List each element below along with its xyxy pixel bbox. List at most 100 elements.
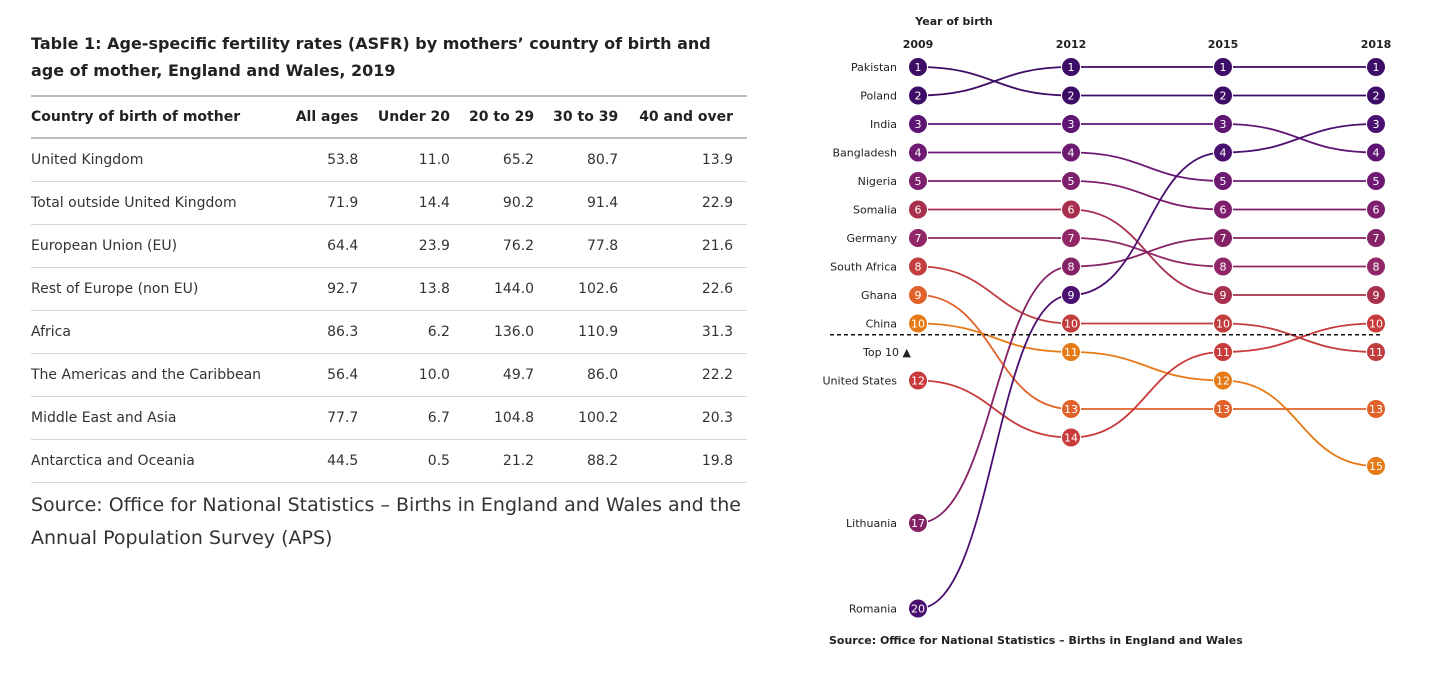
rank-marker <box>908 598 928 619</box>
rank-marker <box>1366 228 1386 248</box>
rank-marker <box>1366 57 1386 77</box>
column-header: 20 to 29 <box>469 109 535 125</box>
table-cell: 19.8 <box>701 452 733 469</box>
year-label: 2015 <box>1208 38 1239 51</box>
series-line <box>917 265 1377 353</box>
rank-marker <box>1061 199 1081 220</box>
series-line <box>917 123 1377 610</box>
rank-marker <box>1061 399 1081 419</box>
table-cell: 91.4 <box>587 194 619 211</box>
column-header: 30 to 39 <box>553 109 619 125</box>
rank-marker <box>1213 342 1233 362</box>
table-row: Rest of Europe (non EU) 92.7 13.8 144.0 102.… <box>31 267 747 310</box>
rank-marker <box>1366 114 1386 134</box>
table-cell: 23.9 <box>418 237 450 254</box>
table-cell: 86.3 <box>327 323 359 340</box>
table-cell: 22.2 <box>701 366 733 383</box>
rank-label: 5 <box>1220 175 1227 188</box>
rank-marker <box>1061 256 1081 277</box>
table-cell: 21.2 <box>502 452 535 469</box>
country-label: Romania <box>849 603 897 616</box>
table-cell: 65.2 <box>502 151 535 168</box>
rank-label: 1 <box>1220 61 1227 74</box>
rank-label: 8 <box>1373 261 1380 274</box>
series-line <box>917 294 1376 410</box>
table-row: The Americas and the Caribbean 56.4 10.0 49… <box>31 353 747 396</box>
rank-marker <box>908 370 928 391</box>
rank-marker <box>1366 199 1386 220</box>
rank-label: 15 <box>1369 460 1383 473</box>
rank-label: 9 <box>1220 289 1227 302</box>
country-label: Bangladesh <box>833 147 898 160</box>
row-label: The Americas and the Caribbean <box>31 366 262 383</box>
rank-marker <box>1061 171 1081 191</box>
table-cell: 86.0 <box>587 366 619 383</box>
table-cell: 6.2 <box>427 323 450 340</box>
rank-marker <box>1366 456 1386 476</box>
rank-marker <box>1366 285 1386 305</box>
rank-marker <box>1366 171 1386 191</box>
rank-marker <box>908 171 928 191</box>
series-line <box>917 237 1376 524</box>
rank-marker <box>908 313 928 334</box>
rank-label: 3 <box>1068 118 1075 131</box>
rank-label: 4 <box>1068 147 1075 160</box>
rank-marker <box>1213 256 1233 277</box>
table-cell: 102.6 <box>578 280 619 297</box>
series-line <box>917 66 1376 97</box>
top-10-label: Top 10 ▲ <box>862 346 912 359</box>
rank-marker <box>1366 399 1386 419</box>
table-cell: 10.0 <box>418 366 450 383</box>
country-label: India <box>870 118 897 131</box>
rank-label: 8 <box>1068 261 1075 274</box>
year-labels: 2009 2012 2015 2018 <box>903 38 1392 51</box>
year-label: 2012 <box>1056 38 1087 51</box>
table-cell: 20.3 <box>701 409 733 426</box>
rank-label: 7 <box>1373 232 1380 245</box>
rank-marker <box>1213 171 1233 191</box>
rank-label: 1 <box>1373 61 1380 74</box>
table-cell: 53.8 <box>327 151 359 168</box>
rank-marker <box>908 285 928 305</box>
rank-marker <box>1213 228 1233 248</box>
table-row: European Union (EU) 64.4 23.9 76.2 77.8 21.6 <box>31 224 747 267</box>
rank-marker <box>1213 399 1233 419</box>
rank-label: 2 <box>915 90 922 103</box>
year-label: 2009 <box>903 38 934 51</box>
rank-label: 17 <box>911 517 925 530</box>
country-label: South Africa <box>830 261 897 274</box>
table-cell: 76.2 <box>502 237 535 254</box>
table-cell: 80.7 <box>587 151 619 168</box>
table-header: Country of birth of mother All ages Under … <box>31 96 747 138</box>
rank-marker <box>1366 142 1386 163</box>
asfr-table: Country of birth of mother All ages Under … <box>31 95 747 483</box>
table-cell: 100.2 <box>578 409 619 426</box>
table-body: United Kingdom 53.8 11.0 65.2 80.7 13.9 Total … <box>31 138 747 482</box>
rank-marker <box>1213 57 1233 77</box>
rank-label: 2 <box>1220 90 1227 103</box>
rank-label: 2 <box>1068 90 1075 103</box>
rank-marker <box>1366 342 1386 362</box>
table-cell: 0.5 <box>427 452 450 469</box>
rank-label: 4 <box>1220 147 1227 160</box>
rank-label: 5 <box>1068 175 1075 188</box>
table-row: Antarctica and Oceania 44.5 0.5 21.2 88.2 19.… <box>31 439 747 482</box>
table-row: Africa 86.3 6.2 136.0 110.9 31.3 <box>31 310 747 353</box>
series-line <box>918 123 1377 154</box>
rank-marker <box>1213 313 1233 334</box>
table-cell: 11.0 <box>418 151 450 168</box>
rank-marker <box>1061 114 1081 134</box>
rank-marker <box>1061 285 1081 305</box>
rank-label: 10 <box>1064 318 1078 331</box>
table-cell: 13.9 <box>701 151 733 168</box>
rank-marker <box>908 85 928 106</box>
table-cell: 6.7 <box>427 409 450 426</box>
rank-label: 7 <box>1068 232 1075 245</box>
rank-label: 3 <box>915 118 922 131</box>
rank-label: 8 <box>1220 261 1227 274</box>
rank-label: 13 <box>1064 403 1078 416</box>
table-cell: 49.7 <box>502 366 535 383</box>
table-cell: 71.9 <box>327 194 359 211</box>
rank-marker <box>908 199 928 220</box>
row-label: Middle East and Asia <box>31 409 177 426</box>
